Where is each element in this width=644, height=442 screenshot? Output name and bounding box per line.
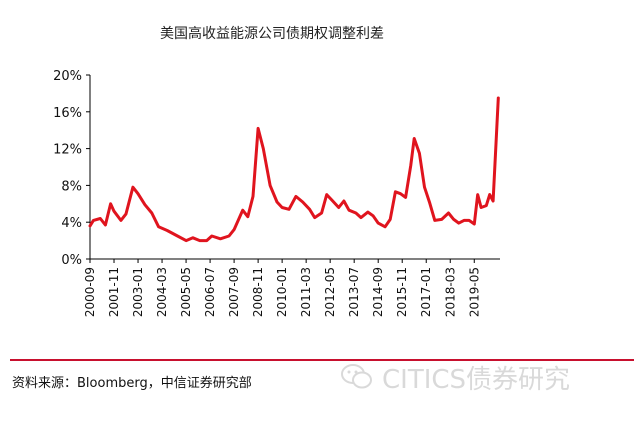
series-group xyxy=(88,96,500,243)
x-tick-label: 2014-09 xyxy=(371,267,385,317)
y-tick-label: 0% xyxy=(61,253,82,268)
x-tick-label: 2006-07 xyxy=(203,267,217,317)
y-tick-label: 16% xyxy=(53,106,82,121)
footer-rule xyxy=(10,359,634,361)
x-tick-label: 2015-11 xyxy=(395,267,409,317)
x-tick-label: 2005-05 xyxy=(179,267,193,317)
source-note: 资料来源：Bloomberg，中信证券研究部 xyxy=(12,376,252,391)
wechat-icon xyxy=(341,364,372,389)
x-tick-label: 2013-07 xyxy=(347,267,361,317)
chart-title: 美国高收益能源公司债期权调整利差 xyxy=(160,25,384,42)
x-axis: 2000-09 2001-11 2003-01 2004-03 2005-05 2006-… xyxy=(83,258,500,317)
y-tick-label: 20% xyxy=(53,69,82,84)
x-tick-label: 2004-03 xyxy=(155,267,169,317)
watermark: CITICS债券研究 xyxy=(340,357,570,397)
x-tick-label: 2017-01 xyxy=(419,267,433,317)
x-tick-label: 2018-03 xyxy=(443,267,457,317)
x-tick-label: 2000-09 xyxy=(83,267,97,317)
series-line xyxy=(88,96,500,243)
x-tick-label: 2012-05 xyxy=(323,267,337,317)
x-tick-label: 2007-09 xyxy=(227,267,241,317)
y-tick-label: 8% xyxy=(61,179,82,194)
y-axis: 0% 4% 8% 12% 16% 20% xyxy=(53,69,91,268)
x-tick-label: 2001-11 xyxy=(107,267,121,317)
x-tick-label: 2011-03 xyxy=(299,267,313,317)
x-tick-label: 2003-01 xyxy=(131,267,145,317)
x-tick-label: 2008-11 xyxy=(251,267,265,317)
y-tick-label: 12% xyxy=(53,143,82,158)
x-tick-label: 2019-05 xyxy=(467,267,481,317)
y-tick-label: 4% xyxy=(61,216,82,231)
x-tick-label: 2010-01 xyxy=(275,267,289,317)
watermark-text: CITICS债券研究 xyxy=(382,364,571,395)
